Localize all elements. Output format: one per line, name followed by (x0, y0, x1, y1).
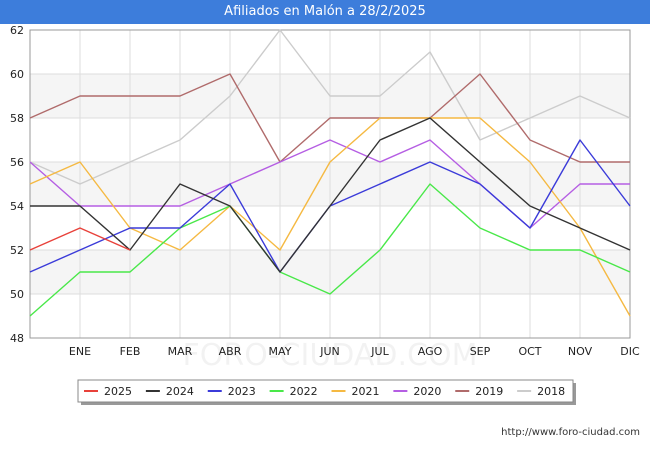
series-line-2018 (29, 29, 631, 185)
x-tick-label: JUN (319, 345, 340, 358)
y-tick-label: 52 (10, 244, 24, 257)
y-tick-label: 60 (10, 68, 24, 81)
legend-label-2024: 2024 (166, 385, 194, 398)
legend-label-2025: 2025 (104, 385, 132, 398)
legend-label-2022: 2022 (290, 385, 318, 398)
x-tick-label: NOV (568, 345, 593, 358)
title-bar (0, 0, 650, 24)
legend-label-2019: 2019 (475, 385, 503, 398)
x-tick-label: ENE (69, 345, 91, 358)
source-url[interactable]: http://www.foro-ciudad.com (501, 427, 640, 438)
x-tick-label: FEB (120, 345, 141, 358)
y-tick-label: 54 (10, 200, 24, 213)
legend-label-2018: 2018 (537, 385, 565, 398)
x-tick-label: JUL (370, 345, 389, 358)
x-tick-label: SEP (470, 345, 491, 358)
series-line-2025 (29, 227, 131, 251)
x-tick-label: ABR (219, 345, 242, 358)
series-line-2022 (29, 183, 631, 317)
x-tick-label: OCT (518, 345, 541, 358)
x-tick-label: MAR (168, 345, 193, 358)
legend-label-2023: 2023 (228, 385, 256, 398)
watermark-text: FORO-CIUDAD.COM (183, 338, 478, 373)
legend-label-2020: 2020 (413, 385, 441, 398)
x-tick-label: MAY (269, 345, 292, 358)
y-tick-label: 62 (10, 24, 24, 37)
y-tick-label: 56 (10, 156, 24, 169)
x-tick-label: DIC (620, 345, 640, 358)
legend-label-2021: 2021 (352, 385, 380, 398)
chart-title: Afiliados en Malón a 28/2/2025 (224, 4, 426, 19)
series-line-2019 (29, 73, 630, 163)
y-tick-label: 58 (10, 112, 24, 125)
x-tick-label: AGO (418, 345, 443, 358)
legend (77, 379, 574, 403)
y-tick-label: 50 (10, 288, 24, 301)
y-tick-label: 48 (10, 332, 24, 345)
